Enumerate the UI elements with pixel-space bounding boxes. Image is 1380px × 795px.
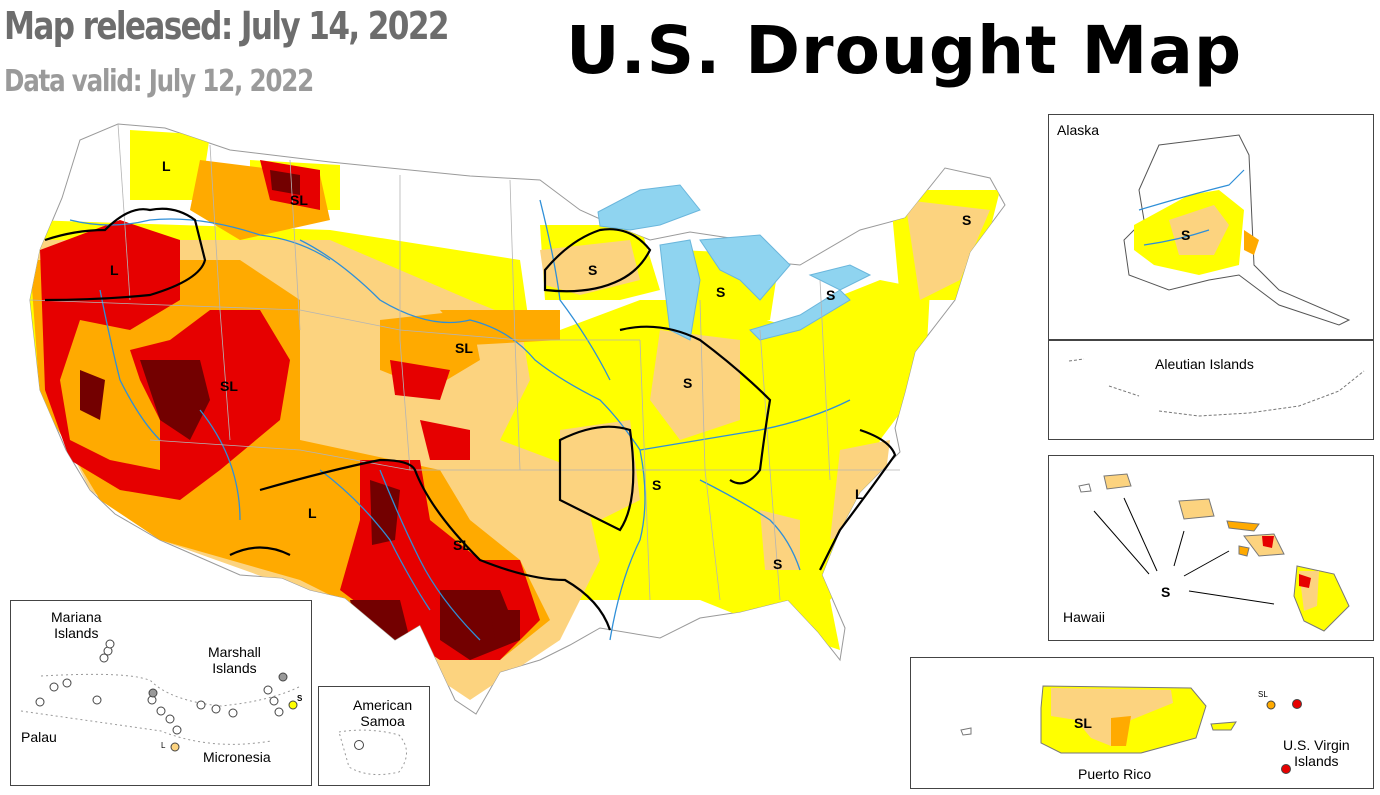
great-lakes: [597, 184, 872, 341]
map-title: U.S. Drought Map: [566, 12, 1243, 89]
map-released-date: Map released: July 14, 2022: [4, 4, 450, 48]
impact-label-texas: SL: [453, 537, 471, 553]
usvi-impact-label: SL: [1258, 690, 1268, 699]
hawaii-map: [1078, 473, 1350, 632]
impact-label-wisconsin: S: [588, 262, 598, 278]
hawaii-impact-label: S: [1161, 584, 1171, 600]
impact-lines: [44, 207, 897, 631]
impact-label-nw-montana: L: [162, 158, 171, 174]
puerto-rico-map: [960, 685, 1302, 774]
impact-label-oregon: L: [110, 262, 119, 278]
impact-label-arkansas: S: [652, 477, 662, 493]
impact-label-new-mexico: L: [308, 505, 317, 521]
samoa-map: [338, 729, 407, 776]
aleutian-islands-map: [1068, 358, 1365, 417]
impact-label-great-basin: SL: [220, 378, 238, 394]
impact-label-nebraska: SL: [455, 340, 473, 356]
samoa-label: American Samoa: [353, 697, 413, 729]
usvi-label: U.S. Virgin Islands: [1283, 737, 1350, 769]
samoa-panel: American Samoa: [318, 686, 430, 786]
alaska-impact-label: S: [1181, 227, 1191, 243]
aleutian-panel: Aleutian Islands: [1048, 340, 1374, 440]
puerto-rico-impact-label: SL: [1074, 715, 1092, 731]
impact-label-michigan: S: [716, 284, 726, 300]
conus-drought-map: [29, 123, 1006, 715]
alaska-panel: Alaska S: [1048, 114, 1374, 340]
state-boundaries: [29, 123, 900, 601]
puerto-rico-panel: SL Puerto Rico U.S. Virgin Islands SL: [910, 657, 1374, 789]
palau-label: Palau: [21, 729, 57, 745]
micronesia-label: Micronesia: [203, 749, 271, 765]
impact-label-carolinas: L: [855, 486, 864, 502]
hawaii-panel: Hawaii S: [1048, 455, 1374, 641]
d4-exceptional-drought: [80, 170, 520, 660]
impact-label-southeast: S: [773, 556, 783, 572]
pacific-islands-map: [20, 639, 302, 752]
alaska-map: [1123, 134, 1351, 326]
alaska-label: Alaska: [1057, 122, 1100, 138]
mariana-label: Mariana Islands: [51, 609, 102, 641]
aleutian-label: Aleutian Islands: [1155, 356, 1254, 372]
hawaii-label: Hawaii: [1063, 609, 1106, 625]
marshall-impact-label: S: [297, 694, 303, 703]
impact-label-montana: SL: [290, 192, 308, 208]
data-valid-date: Data valid: July 12, 2022: [4, 64, 314, 99]
impact-label-illinois: S: [683, 375, 693, 391]
marshall-label: Marshall Islands: [208, 644, 261, 676]
impact-label-new-england: S: [962, 212, 972, 228]
impact-label-ohio-valley: S: [826, 287, 836, 303]
pacific-islands-panel: Mariana Islands Marshall Islands Palau M…: [10, 600, 312, 786]
micronesia-impact-label: L: [161, 741, 166, 750]
puerto-rico-label: Puerto Rico: [1078, 766, 1152, 782]
